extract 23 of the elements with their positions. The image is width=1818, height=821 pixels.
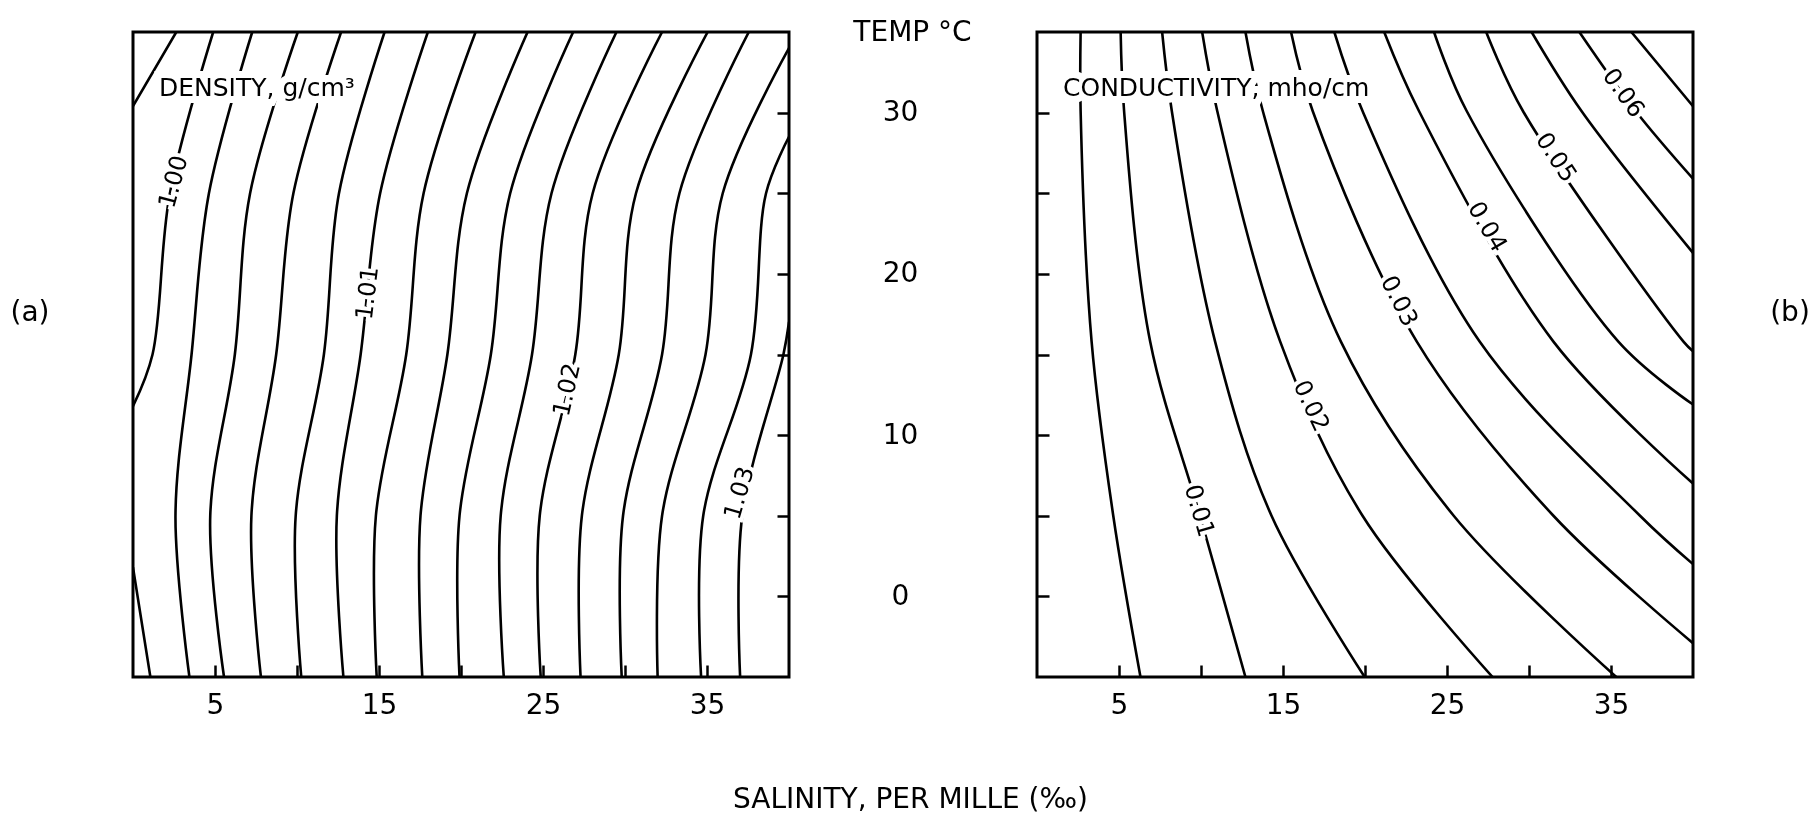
text: (a): [10, 295, 50, 328]
x-axis-title: SALINITY, PER MILLE (‰): [732, 781, 1089, 815]
x-tick-label: 35: [689, 687, 726, 721]
y-tick-label: 0: [891, 578, 910, 612]
x-tick-label: 5: [206, 687, 225, 721]
annotation: 0.02: [1287, 375, 1336, 436]
annotation: 1.01: [349, 264, 385, 322]
y-tick-label: 20: [882, 256, 919, 290]
x-tick-label: 15: [361, 687, 398, 721]
annotation: 1.00: [152, 152, 194, 212]
annotation: 1.02: [547, 360, 586, 419]
text: (b): [1770, 295, 1810, 328]
annotation: 0.03: [1374, 270, 1425, 331]
annotation: 0.01: [1178, 481, 1221, 541]
annotation: 1.03: [717, 463, 760, 523]
y-tick-label: 30: [882, 95, 919, 129]
y-axis-title: TEMP °C: [852, 14, 972, 48]
x-tick-label: 25: [1429, 687, 1466, 721]
x-tick-label: 5: [1110, 687, 1129, 721]
y-tick-label: 10: [882, 417, 919, 451]
x-tick-label: 15: [1265, 687, 1302, 721]
x-tick-label: 25: [525, 687, 562, 721]
x-tick-label: 35: [1593, 687, 1630, 721]
